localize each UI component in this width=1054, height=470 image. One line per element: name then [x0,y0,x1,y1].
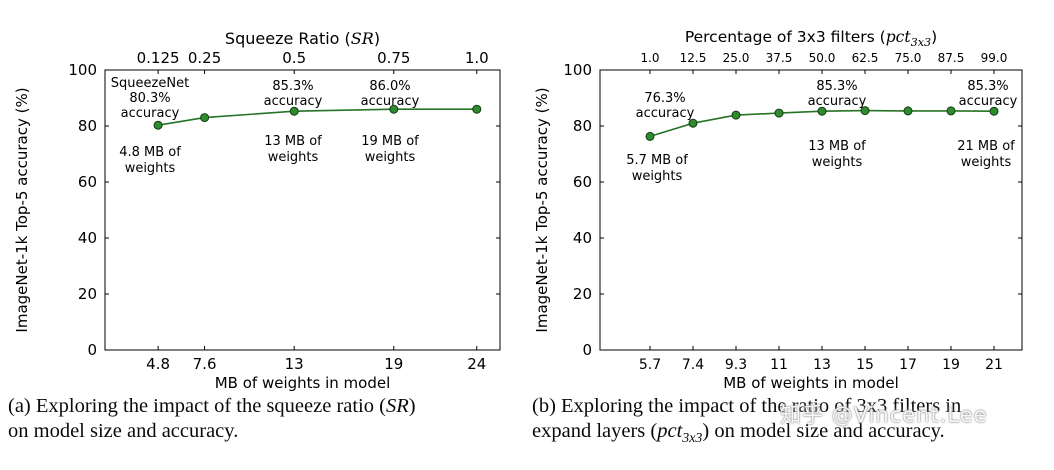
svg-text:accuracy: accuracy [808,94,867,109]
svg-text:0.75: 0.75 [377,49,410,67]
svg-text:accuracy: accuracy [636,106,695,121]
svg-text:85.3%: 85.3% [272,79,313,94]
axis-labels: MB of weights in model ImageNet-1k Top-5 … [533,87,899,392]
top-axis-title: Squeeze Ratio (SR) [225,29,380,48]
svg-text:25.0: 25.0 [723,51,750,65]
svg-text:21 MB of: 21 MB of [957,139,1015,154]
caption-line: (b) Exploring the impact of the ratio of… [532,395,962,417]
svg-text:80: 80 [573,117,592,135]
svg-text:weights: weights [365,150,416,165]
svg-text:37.5: 37.5 [766,51,793,65]
svg-text:ImageNet-1k Top-5 accuracy (%): ImageNet-1k Top-5 accuracy (%) [13,87,31,332]
data-series-markers [153,104,482,130]
svg-text:MB of weights in model: MB of weights in model [723,374,899,392]
svg-text:Percentage of 3x3 filters (pct: Percentage of 3x3 filters (pct3x3) [685,28,937,49]
caption-b: (b) Exploring the impact of the ratio of… [532,394,961,451]
svg-text:7.6: 7.6 [193,355,217,373]
axis-labels: MB of weights in model ImageNet-1k Top-5 … [13,87,390,392]
svg-text:62.5: 62.5 [852,51,879,65]
svg-text:0.25: 0.25 [188,49,221,67]
svg-text:weights: weights [812,155,863,170]
svg-text:weights: weights [961,155,1012,170]
svg-text:60: 60 [78,173,97,191]
svg-text:0: 0 [582,341,592,359]
svg-text:ImageNet-1k Top-5 accuracy (%): ImageNet-1k Top-5 accuracy (%) [533,87,551,332]
caption-line: expand layers (pct3x3) on model size and… [532,420,945,447]
svg-text:4.8: 4.8 [146,355,170,373]
svg-text:86.0%: 86.0% [369,79,410,94]
chart-b-pct3x3: 5.7 1.0 7.4 12.5 9.3 25.0 11 37.5 13 50.0 15 62.5 17… [533,28,1023,392]
svg-text:4.8 MB of: 4.8 MB of [119,145,181,160]
data-series-markers [645,106,999,141]
svg-text:Squeeze Ratio (SR): Squeeze Ratio (SR) [225,29,380,48]
svg-text:40: 40 [78,229,97,247]
svg-text:weights: weights [125,161,176,176]
svg-text:60: 60 [573,173,592,191]
svg-text:7.4: 7.4 [682,357,704,373]
svg-text:80: 80 [78,117,97,135]
svg-text:9.3: 9.3 [725,357,747,373]
svg-text:85.3%: 85.3% [967,79,1008,94]
x-axis-ticks: 4.8 0.125 7.6 0.25 13 0.5 19 0.75 24 1.0 [137,49,489,373]
svg-text:12.5: 12.5 [680,51,707,65]
x-axis-ticks: 5.7 1.0 7.4 12.5 9.3 25.0 11 37.5 13 50.0 15 62.5 17… [639,51,1007,373]
svg-text:85.3%: 85.3% [816,79,857,94]
figure-b: 5.7 1.0 7.4 12.5 9.3 25.0 11 37.5 13 50.0 15 62.5 17… [530,0,1054,470]
plot-frame [599,69,1023,351]
svg-text:MB of weights in model: MB of weights in model [215,374,391,392]
plot-frame [104,69,501,351]
svg-text:5.7 MB of: 5.7 MB of [626,153,688,168]
svg-text:75.0: 75.0 [895,51,922,65]
svg-text:40: 40 [573,229,592,247]
svg-text:100: 100 [563,61,592,79]
svg-text:0: 0 [87,341,97,359]
y-axis-ticks: 0 20 40 60 80 100 [68,61,500,359]
svg-text:0.125: 0.125 [137,49,180,67]
svg-text:13 MB of: 13 MB of [264,134,322,149]
svg-text:0.5: 0.5 [282,49,306,67]
svg-text:accuracy: accuracy [959,94,1018,109]
caption-line: (a) Exploring the impact of the squeeze … [8,395,416,417]
svg-text:99.0: 99.0 [981,51,1008,65]
svg-text:accuracy: accuracy [121,106,180,121]
top-axis-title: Percentage of 3x3 filters (pct3x3) [685,28,937,49]
svg-text:21: 21 [985,357,1003,373]
svg-text:13: 13 [285,355,304,373]
chart-a-squeeze-ratio: 4.8 0.125 7.6 0.25 13 0.5 19 0.75 24 1.0 0 20 40 60 80… [13,29,501,392]
svg-text:87.5: 87.5 [938,51,965,65]
svg-text:80.3%: 80.3% [129,91,170,106]
svg-text:1.0: 1.0 [465,49,489,67]
svg-text:13: 13 [813,357,831,373]
svg-text:SqueezeNet: SqueezeNet [111,76,189,91]
svg-text:20: 20 [78,285,97,303]
svg-text:17: 17 [899,357,917,373]
caption-line: on model size and accuracy. [8,420,239,442]
svg-text:19: 19 [942,357,960,373]
svg-text:50.0: 50.0 [809,51,836,65]
svg-text:19: 19 [384,355,403,373]
svg-text:76.3%: 76.3% [644,91,685,106]
svg-text:accuracy: accuracy [361,94,420,109]
svg-text:1.0: 1.0 [640,51,659,65]
svg-text:24: 24 [467,355,486,373]
y-axis-ticks: 0 20 40 60 80 100 [563,61,1022,359]
svg-text:5.7: 5.7 [639,357,661,373]
caption-a: (a) Exploring the impact of the squeeze … [8,394,416,444]
figure-a: 4.8 0.125 7.6 0.25 13 0.5 19 0.75 24 1.0 0 20 40 60 80… [8,29,501,444]
svg-text:19 MB of: 19 MB of [361,134,419,149]
svg-text:100: 100 [68,61,97,79]
svg-text:accuracy: accuracy [264,94,323,109]
svg-text:15: 15 [856,357,874,373]
svg-text:20: 20 [573,285,592,303]
watermark: 知乎 @Vincent.Lee [780,403,988,427]
svg-text:weights: weights [268,150,319,165]
svg-text:weights: weights [632,169,683,184]
svg-text:13 MB of: 13 MB of [808,139,866,154]
svg-text:11: 11 [770,357,788,373]
